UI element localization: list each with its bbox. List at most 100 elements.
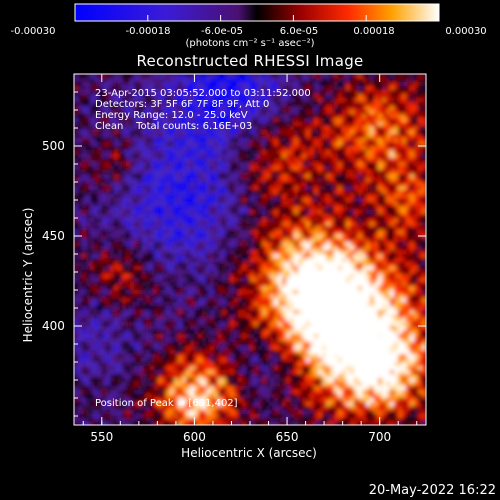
heatmap-cell xyxy=(110,110,115,115)
heatmap-cell xyxy=(254,362,259,367)
heatmap-cell xyxy=(266,78,271,83)
heatmap-cell xyxy=(198,114,203,119)
heatmap-cell xyxy=(278,174,283,179)
heatmap-cell xyxy=(110,278,115,283)
heatmap-cell xyxy=(86,350,91,355)
heatmap-cell xyxy=(158,94,163,99)
heatmap-cell xyxy=(258,254,263,259)
heatmap-cell xyxy=(242,322,247,327)
heatmap-cell xyxy=(126,82,131,87)
heatmap-cell xyxy=(202,166,207,171)
heatmap-cell xyxy=(138,102,143,107)
heatmap-cell xyxy=(74,146,79,151)
heatmap-cell xyxy=(238,326,243,331)
heatmap-cell xyxy=(242,150,247,155)
heatmap-cell xyxy=(102,158,107,163)
heatmap-cell xyxy=(126,90,131,95)
heatmap-cell xyxy=(150,222,155,227)
heatmap-cell xyxy=(170,102,175,107)
heatmap-cell xyxy=(194,306,199,311)
heatmap-cell xyxy=(290,202,295,207)
heatmap-cell xyxy=(282,366,287,371)
heatmap-cell xyxy=(154,354,159,359)
heatmap-cell xyxy=(102,266,107,271)
heatmap-cell xyxy=(110,282,115,287)
heatmap-cell xyxy=(134,278,139,283)
heatmap-cell xyxy=(206,230,211,235)
heatmap-cell xyxy=(246,118,251,123)
heatmap-cell xyxy=(90,254,95,259)
heatmap-cell xyxy=(186,326,191,331)
heatmap-cell xyxy=(162,254,167,259)
heatmap-cell xyxy=(270,242,275,247)
heatmap-cell xyxy=(274,354,279,359)
heatmap-cell xyxy=(282,86,287,91)
heatmap-cell xyxy=(162,326,167,331)
heatmap-cell xyxy=(250,130,255,135)
heatmap-cell xyxy=(198,314,203,319)
heatmap-cell xyxy=(122,134,127,139)
heatmap-cell xyxy=(130,102,135,107)
heatmap-cell xyxy=(182,326,187,331)
heatmap-cell xyxy=(206,198,211,203)
heatmap-cell xyxy=(150,210,155,215)
heatmap-cell xyxy=(146,134,151,139)
heatmap-cell xyxy=(126,98,131,103)
heatmap-cell xyxy=(158,254,163,259)
heatmap-cell xyxy=(282,386,287,391)
heatmap-cell xyxy=(290,242,295,247)
heatmap-cell xyxy=(186,290,191,295)
heatmap-cell xyxy=(290,110,295,115)
heatmap-cell xyxy=(98,110,103,115)
heatmap-cell xyxy=(158,122,163,127)
heatmap-cell xyxy=(178,98,183,103)
heatmap-cell xyxy=(270,102,275,107)
heatmap-cell xyxy=(270,346,275,351)
heatmap-cell xyxy=(118,242,123,247)
heatmap-cell xyxy=(150,286,155,291)
heatmap-cell xyxy=(174,346,179,351)
heatmap-cell xyxy=(126,394,131,399)
heatmap-cell xyxy=(262,114,267,119)
heatmap-cell xyxy=(242,198,247,203)
heatmap-cell xyxy=(246,366,251,371)
heatmap-cell xyxy=(82,226,87,231)
heatmap-cell xyxy=(82,194,87,199)
heatmap-cell xyxy=(134,154,139,159)
heatmap-cell xyxy=(94,114,99,119)
heatmap-cell xyxy=(154,374,159,379)
heatmap-cell xyxy=(78,142,83,147)
heatmap-cell xyxy=(238,270,243,275)
heatmap-cell xyxy=(166,254,171,259)
heatmap-cell xyxy=(222,174,227,179)
heatmap-cell xyxy=(222,170,227,175)
heatmap-cell xyxy=(210,398,215,403)
heatmap-cell xyxy=(210,202,215,207)
heatmap-cell xyxy=(222,298,227,303)
heatmap-cell xyxy=(242,342,247,347)
heatmap-cell xyxy=(194,162,199,167)
heatmap-cell xyxy=(294,206,299,211)
heatmap-cell xyxy=(190,370,195,375)
heatmap-cell xyxy=(174,98,179,103)
heatmap-cell xyxy=(170,310,175,315)
heatmap-cell xyxy=(246,302,251,307)
heatmap-cell xyxy=(94,226,99,231)
heatmap-cell xyxy=(178,250,183,255)
heatmap-cell xyxy=(282,286,287,291)
heatmap-cell xyxy=(206,98,211,103)
heatmap-cell xyxy=(234,122,239,127)
heatmap-cell xyxy=(118,154,123,159)
heatmap-cell xyxy=(138,310,143,315)
heatmap-cell xyxy=(146,182,151,187)
heatmap-cell xyxy=(290,194,295,199)
heatmap-cell xyxy=(186,118,191,123)
heatmap-cell xyxy=(174,422,179,425)
heatmap-cell xyxy=(110,114,115,119)
heatmap-cell xyxy=(110,394,115,399)
heatmap-cell xyxy=(78,302,83,307)
heatmap-cell xyxy=(102,178,107,183)
heatmap-cell xyxy=(150,262,155,267)
heatmap-cell xyxy=(74,334,79,339)
heatmap-cell xyxy=(250,162,255,167)
